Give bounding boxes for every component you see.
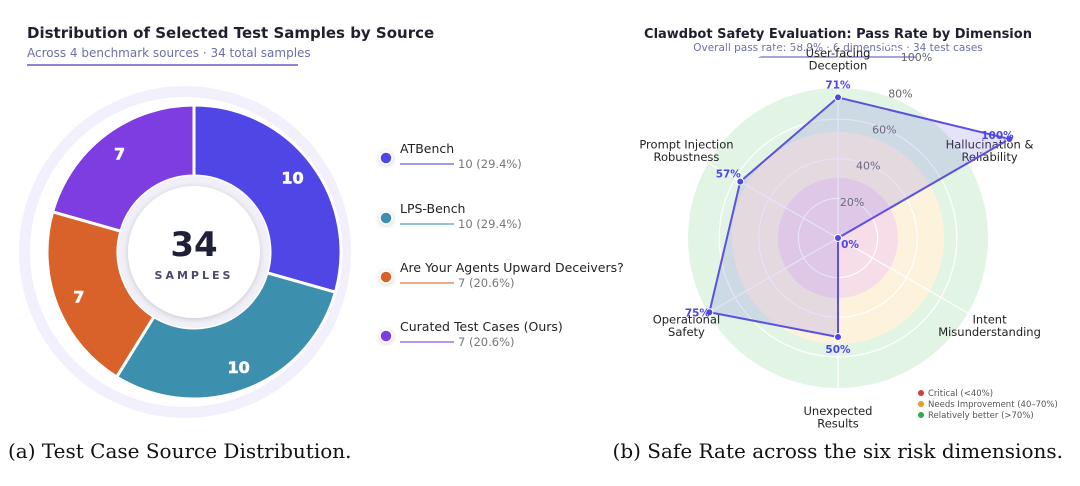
radar-series — [705, 93, 1014, 341]
radar-axis-label-operational-safety: Operational Safety — [653, 313, 720, 340]
radar-rtick-label: 60% — [872, 123, 896, 136]
donut-subtitle: Across 4 benchmark sources · 34 total sa… — [27, 46, 311, 60]
donut-slice-label: 7 — [114, 144, 125, 163]
radar-legend-marker — [918, 401, 924, 407]
legend-value-lps-bench: 10 (29.4%) — [458, 217, 522, 231]
radar-panel: Clawdbot Safety Evaluation: Pass Rate by… — [639, 27, 1058, 437]
donut-center-disc — [128, 186, 260, 318]
donut-slice-label: 10 — [281, 169, 303, 188]
radar-legend-label-needs-improvement-40-70: Needs Improvement (40–70%) — [928, 400, 1058, 410]
legend-marker-curated-test-cases-ours — [379, 329, 393, 343]
radar-title: Clawdbot Safety Evaluation: Pass Rate by… — [644, 27, 1032, 42]
radar-spoke — [837, 237, 1010, 338]
radar-point-hallucination-reliability — [1005, 135, 1014, 143]
radar-value-label: 57% — [716, 169, 742, 181]
radar-value-label: 0% — [841, 239, 859, 251]
legend-value-are-your-agents-upward-deceivers: 7 (20.6%) — [458, 276, 514, 290]
legend-label-are-your-agents-upward-deceivers: Are Your Agents Upward Deceivers? — [400, 260, 624, 275]
radar-rtick-label: 20% — [840, 196, 864, 209]
caption-b: (b) Safe Rate across the six risk dimens… — [613, 439, 1063, 463]
legend-label-curated-test-cases-ours: Curated Test Cases (Ours) — [400, 319, 563, 334]
radar-axis-label-user-facing-deception: User-facing Deception — [806, 46, 871, 73]
legend-value-curated-test-cases-ours: 7 (20.6%) — [458, 335, 514, 349]
radar-point-intent-misunderstanding — [834, 234, 842, 242]
radar-axis-label-unexpected-results: Unexpected Results — [804, 404, 873, 431]
donut-slice-label: 7 — [73, 288, 84, 307]
radar-rtick-label: 100% — [901, 51, 932, 64]
donut-center-label: SAMPLES — [155, 269, 234, 282]
radar-rtick-label: 40% — [856, 160, 880, 173]
radar-value-label: 75% — [685, 307, 711, 319]
caption-a: (a) Test Case Source Distribution. — [8, 439, 352, 463]
radar-point-prompt-injection-robustness — [736, 177, 745, 186]
radar-value-label: 50% — [825, 344, 851, 356]
radar-legend-marker — [918, 390, 924, 396]
legend-label-atbench: ATBench — [400, 141, 454, 156]
radar-legend-marker — [918, 412, 924, 418]
radar-legend-label-relatively-better-70: Relatively better (>70%) — [928, 411, 1034, 421]
legend-marker-lps-bench — [379, 211, 393, 225]
donut-title: Distribution of Selected Test Samples by… — [27, 24, 434, 42]
radar-axis-label-prompt-injection-robustness: Prompt Injection Robustness — [639, 138, 733, 165]
radar-spoke — [666, 138, 839, 239]
radar-legend: Critical (<40%)Needs Improvement (40–70%… — [918, 389, 1058, 421]
donut-panel: Distribution of Selected Test Samples by… — [19, 24, 624, 418]
radar-point-unexpected-results — [834, 333, 842, 341]
donut-center-value: 34 — [170, 225, 217, 265]
radar-legend-label-critical-40: Critical (<40%) — [928, 389, 993, 399]
donut-slice-label: 10 — [227, 358, 249, 377]
legend-marker-are-your-agents-upward-deceivers — [379, 270, 393, 284]
radar-axis-label-intent-misunderstanding: Intent Misunderstanding — [938, 313, 1041, 340]
legend-value-atbench: 10 (29.4%) — [458, 157, 522, 171]
donut-slices — [45, 103, 343, 401]
radar-spoke — [666, 237, 839, 338]
radar-value-label: 100% — [981, 130, 1014, 142]
radar-value-label: 71% — [825, 79, 851, 91]
radar-value-labels: 71% 100% 0% 50% 75% 57% — [685, 79, 1014, 356]
legend-label-lps-bench: LPS-Bench — [400, 201, 466, 216]
radar-point-user-facing-deception — [834, 93, 842, 102]
legend-marker-atbench — [379, 151, 393, 165]
radar-point-operational-safety — [705, 308, 714, 317]
radar-rtick-label: 80% — [888, 87, 912, 100]
radar-rticks: 20% 40% 60% 80% 100% — [840, 51, 932, 209]
donut-slice-labels: 10 10 7 7 — [73, 144, 304, 377]
